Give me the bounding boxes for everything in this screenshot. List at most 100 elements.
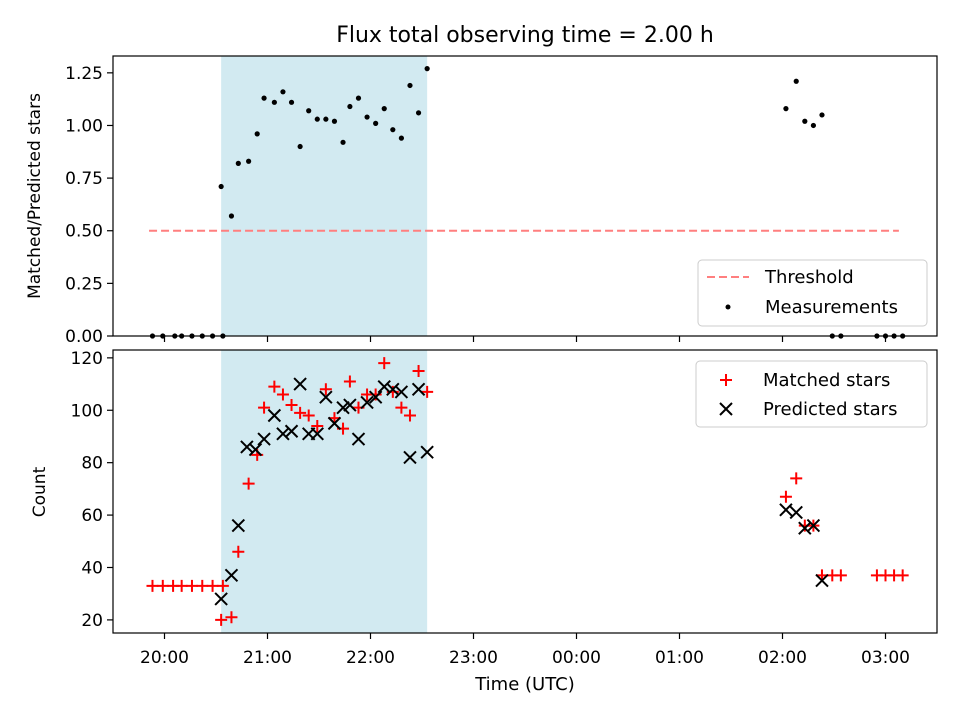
predicted-star-point xyxy=(798,521,812,535)
x-tick-label: 21:00 xyxy=(243,648,292,668)
predicted-legend-swatch xyxy=(719,402,733,416)
count-data-marks xyxy=(146,357,909,626)
matched-star-point xyxy=(896,569,909,582)
measurement-point xyxy=(271,99,277,105)
matched-star-point xyxy=(185,579,198,592)
predicted-star-point xyxy=(224,568,239,583)
measurement-point xyxy=(783,106,789,112)
measurement-point xyxy=(331,118,338,124)
predicted-star-point xyxy=(789,505,803,520)
chart-title: Flux total observing time = 2.00 h xyxy=(336,23,714,48)
predicted-star-point xyxy=(293,377,307,391)
measurement-point xyxy=(323,116,329,122)
measurement-point xyxy=(280,89,286,95)
predicted-star-point xyxy=(336,400,350,415)
predicted-star-point xyxy=(257,432,271,446)
matched-star-point xyxy=(412,364,425,377)
matched-star-point xyxy=(395,401,408,414)
ratio-observing-span xyxy=(221,56,428,336)
measurement-point xyxy=(390,127,396,133)
measurement-point xyxy=(218,183,224,190)
ratio-y-axis-label: Matched/Predicted stars xyxy=(25,93,45,299)
matched-star-point xyxy=(242,477,255,490)
matched-star-point xyxy=(294,406,307,419)
predicted-star-point xyxy=(386,382,400,397)
y-tick-label: 40 xyxy=(81,558,103,578)
measurement-point xyxy=(802,118,808,124)
predicted-star-point xyxy=(806,518,821,533)
matched-star-point xyxy=(779,490,792,503)
predicted-star-point xyxy=(394,385,409,399)
ratio-legend-box xyxy=(697,259,928,327)
y-tick-label: 60 xyxy=(81,506,103,526)
matched-star-point xyxy=(834,569,847,582)
measurement-point xyxy=(228,213,235,219)
observing-window-band xyxy=(221,56,428,336)
y-tick-label: 100 xyxy=(71,401,103,421)
measurement-point xyxy=(424,66,430,72)
predicted-star-point xyxy=(360,395,374,410)
ratio-panel: Flux total observing time = 2.00 h Match… xyxy=(25,23,938,347)
predicted-star-point xyxy=(284,424,299,438)
y-tick-label: 20 xyxy=(81,611,103,631)
predicted-star-point xyxy=(248,442,263,457)
matched-star-point xyxy=(421,385,434,398)
measurement-point xyxy=(355,95,362,101)
matched-legend-label: Matched stars xyxy=(763,370,890,391)
y-tick-label: 0.00 xyxy=(65,327,103,347)
ratio-x-ticks xyxy=(163,336,887,342)
matched-star-point xyxy=(403,409,416,422)
predicted-star-point xyxy=(779,503,793,517)
predicted-star-point xyxy=(815,573,829,588)
measurements-legend-label: Measurements xyxy=(765,297,898,318)
predicted-star-point xyxy=(403,450,417,465)
matched-star-point xyxy=(215,613,228,626)
ratio-axes-frame xyxy=(112,55,938,337)
matched-star-point xyxy=(285,399,298,412)
y-tick-label: 1.00 xyxy=(65,116,103,136)
measurement-point xyxy=(235,160,241,166)
y-tick-label: 0.50 xyxy=(65,222,103,242)
x-tick-label: 22:00 xyxy=(346,648,395,668)
predicted-star-point xyxy=(240,440,254,454)
measurement-point xyxy=(261,95,267,101)
matched-star-point xyxy=(216,579,229,592)
matched-star-point xyxy=(276,388,289,401)
predicted-star-point xyxy=(327,416,342,431)
measurement-point xyxy=(254,131,260,137)
predicted-legend-label: Predicted stars xyxy=(763,399,897,420)
measurement-point xyxy=(415,110,422,116)
ratio-legend: Threshold Measurements xyxy=(697,259,928,327)
measurement-point xyxy=(314,116,320,122)
ratio-y-ticks: 0.00 0.25 0.50 0.75 1.00 1.25 xyxy=(65,64,113,347)
predicted-star-point xyxy=(368,390,383,404)
count-panel: Count Time (UTC) 20 40 60 80 100 120 20:00 21:… xyxy=(30,349,938,695)
predicted-star-point xyxy=(411,382,426,397)
measurement-point xyxy=(398,135,404,141)
measurement-point xyxy=(246,158,252,164)
measurement-point xyxy=(373,120,379,126)
matched-star-point xyxy=(268,380,281,393)
count-x-ticks: 20:00 21:00 22:00 23:00 00:00 01:00 02:00 03:00 xyxy=(140,633,910,668)
count-legend: Matched stars Predicted stars xyxy=(695,360,928,428)
measurement-point xyxy=(347,103,353,110)
predicted-star-point xyxy=(377,379,391,394)
matched-star-point xyxy=(225,611,238,624)
matched-star-point xyxy=(790,472,803,485)
x-tick-label: 20:00 xyxy=(140,648,189,668)
threshold-legend-label: Threshold xyxy=(764,267,854,288)
x-tick-label: 01:00 xyxy=(655,648,704,668)
predicted-star-point xyxy=(351,432,366,446)
measurement-point xyxy=(810,122,817,129)
x-tick-label: 03:00 xyxy=(861,648,910,668)
measurement-point xyxy=(381,106,387,112)
measurement-point xyxy=(793,78,799,84)
matched-star-point xyxy=(311,419,324,432)
matched-star-point xyxy=(258,401,271,414)
matched-star-point xyxy=(175,579,188,592)
x-tick-label: 00:00 xyxy=(552,648,601,668)
matched-star-point xyxy=(232,545,245,558)
y-tick-label: 1.25 xyxy=(65,64,103,84)
measurement-point xyxy=(364,114,370,120)
